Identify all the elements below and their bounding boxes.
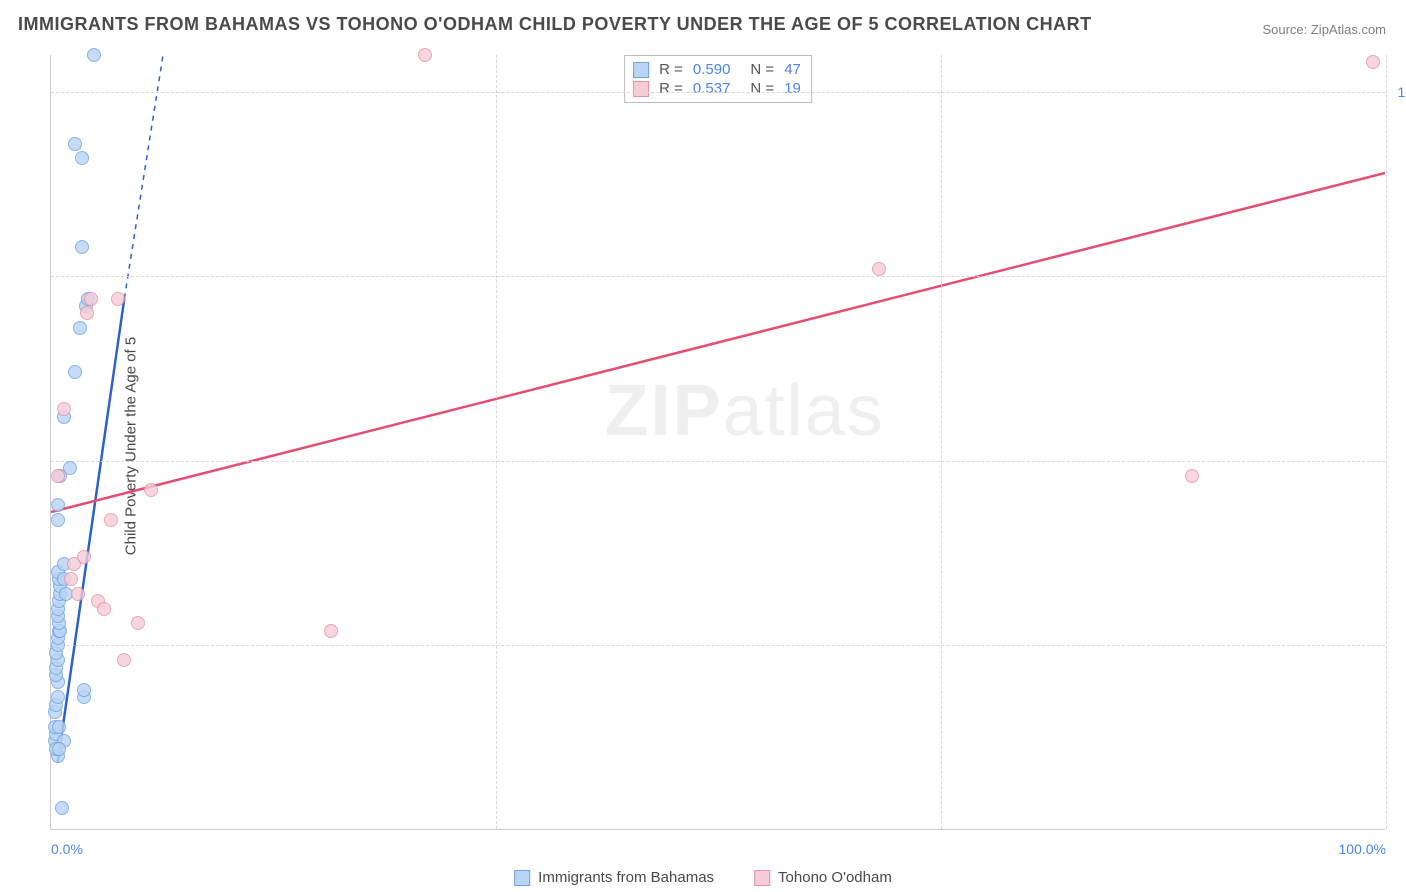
legend-r-label: R =: [659, 80, 683, 97]
source-label: Source: ZipAtlas.com: [1262, 22, 1386, 37]
series-legend-item: Immigrants from Bahamas: [514, 869, 714, 886]
scatter-point: [872, 262, 886, 276]
y-tick-label: 75.0%: [1390, 268, 1406, 284]
scatter-point: [75, 240, 89, 254]
legend-swatch: [633, 62, 649, 78]
scatter-point: [75, 151, 89, 165]
correlation-legend: R = 0.590 N = 47 R = 0.537 N = 19: [624, 55, 812, 103]
scatter-point: [97, 602, 111, 616]
scatter-point: [57, 402, 71, 416]
scatter-point: [77, 550, 91, 564]
scatter-point: [84, 292, 98, 306]
scatter-point: [1366, 55, 1380, 69]
scatter-point: [77, 683, 91, 697]
y-tick-label: 25.0%: [1390, 637, 1406, 653]
scatter-point: [418, 48, 432, 62]
scatter-point: [117, 653, 131, 667]
legend-r-value: 0.537: [693, 80, 731, 97]
legend-r-value: 0.590: [693, 61, 731, 78]
gridline-horizontal: [51, 645, 1385, 646]
legend-swatch: [514, 870, 530, 886]
scatter-point: [51, 513, 65, 527]
trend-lines-layer: [51, 55, 1385, 829]
legend-n-value: 47: [784, 61, 801, 78]
gridline-horizontal: [51, 461, 1385, 462]
scatter-point: [64, 572, 78, 586]
x-tick-label: 0.0%: [51, 841, 83, 857]
scatter-point: [111, 292, 125, 306]
y-tick-label: 50.0%: [1390, 453, 1406, 469]
legend-n-value: 19: [784, 80, 801, 97]
legend-swatch: [754, 870, 770, 886]
scatter-point: [52, 742, 66, 756]
chart-title: IMMIGRANTS FROM BAHAMAS VS TOHONO O'ODHA…: [18, 14, 1092, 35]
scatter-point: [73, 321, 87, 335]
watermark: ZIPatlas: [605, 370, 885, 452]
scatter-point: [87, 48, 101, 62]
scatter-point: [131, 616, 145, 630]
scatter-point: [63, 461, 77, 475]
series-legend: Immigrants from Bahamas Tohono O'odham: [514, 869, 892, 886]
series-label: Tohono O'odham: [778, 869, 892, 886]
plot-area: ZIPatlas R =0.590N =47R =0.537N =19 25.0…: [50, 55, 1385, 830]
gridline-vertical: [941, 55, 942, 829]
scatter-point: [68, 137, 82, 151]
gridline-horizontal: [51, 276, 1385, 277]
series-legend-item: Tohono O'odham: [754, 869, 892, 886]
scatter-point: [68, 365, 82, 379]
gridline-vertical: [1386, 55, 1387, 829]
scatter-point: [51, 690, 65, 704]
scatter-point: [52, 720, 66, 734]
gridline-vertical: [496, 55, 497, 829]
gridline-horizontal: [51, 92, 1385, 93]
scatter-point: [51, 469, 65, 483]
legend-r-label: R =: [659, 61, 683, 78]
scatter-point: [55, 801, 69, 815]
x-tick-label: 100.0%: [1339, 841, 1386, 857]
scatter-point: [324, 624, 338, 638]
scatter-point: [80, 306, 94, 320]
legend-n-label: N =: [750, 80, 774, 97]
legend-swatch: [633, 81, 649, 97]
scatter-point: [144, 483, 158, 497]
legend-row: R = 0.590 N = 47: [633, 60, 801, 79]
y-tick-label: 100.0%: [1390, 84, 1406, 100]
scatter-point: [71, 587, 85, 601]
scatter-point: [51, 498, 65, 512]
legend-n-label: N =: [750, 61, 774, 78]
trend-line: [58, 298, 125, 762]
legend-row: R = 0.537 N = 19: [633, 79, 801, 98]
scatter-point: [104, 513, 118, 527]
scatter-point: [1185, 469, 1199, 483]
series-label: Immigrants from Bahamas: [538, 869, 714, 886]
